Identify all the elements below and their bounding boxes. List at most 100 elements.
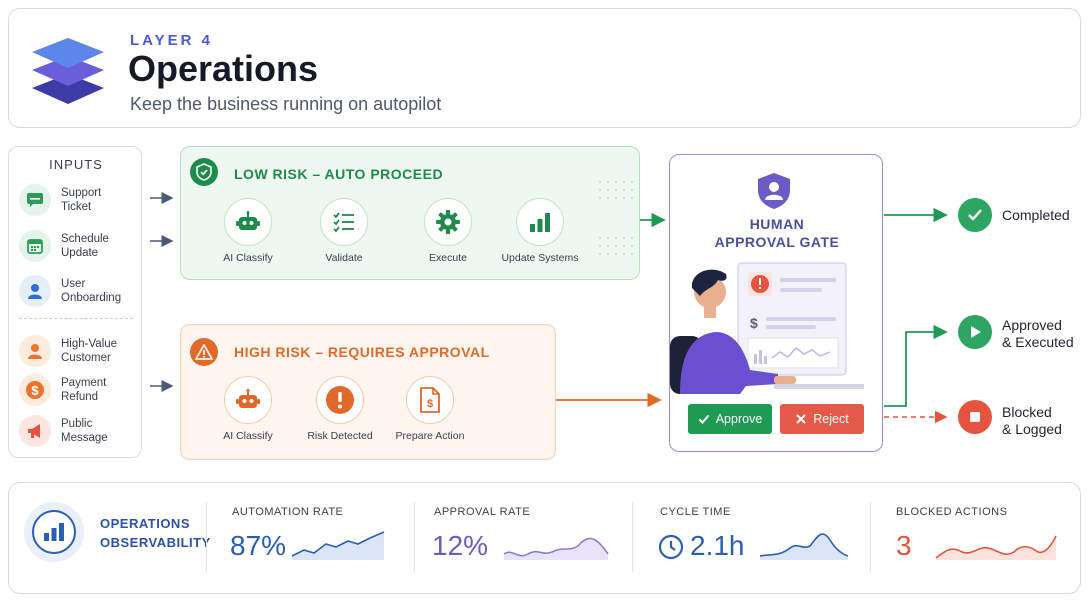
close-icon	[796, 414, 806, 424]
high-step-ai-classify[interactable]	[224, 376, 272, 424]
approve-button[interactable]: Approve	[688, 404, 772, 434]
high-risk-title: HIGH RISK – REQUIRES APPROVAL	[234, 344, 490, 360]
calendar-icon	[19, 230, 51, 262]
checklist-icon	[333, 212, 354, 233]
gate-title-line: APPROVAL GATE	[714, 234, 840, 250]
outcome-completed: Completed	[1002, 207, 1070, 223]
approve-label: Approve	[715, 412, 763, 426]
low-step-label: Validate	[325, 252, 363, 264]
input-label: Refund	[61, 391, 99, 403]
robot-icon	[236, 389, 260, 408]
metric-label: BLOCKED ACTIONS	[896, 506, 1008, 518]
obs-title-line: OPERATIONS	[100, 516, 190, 531]
high-step-label: Prepare Action	[395, 430, 465, 442]
input-label: Message	[61, 432, 108, 444]
outcome-line: & Executed	[1002, 334, 1074, 350]
metric-value: 2.1h	[690, 530, 745, 561]
low-step-execute[interactable]	[424, 198, 472, 246]
megaphone-icon	[19, 415, 51, 447]
observability-panel	[8, 482, 1081, 594]
high-step-label: AI Classify	[223, 430, 273, 442]
input-payment-refund[interactable]: $ Payment Refund	[19, 371, 143, 409]
sparkline-automation	[291, 531, 385, 560]
metric-label: CYCLE TIME	[660, 506, 731, 518]
divider	[206, 502, 207, 572]
dollar-icon: $	[19, 374, 51, 406]
metric-label: AUTOMATION RATE	[232, 506, 344, 518]
low-step-label: Execute	[429, 252, 467, 264]
low-step-ai-classify[interactable]	[224, 198, 272, 246]
input-label: Support	[61, 187, 102, 199]
outcome-approved: Approved & Executed	[1002, 317, 1074, 351]
input-label: Schedule	[61, 233, 109, 245]
reviewer-illustration: $	[670, 262, 864, 394]
divider	[632, 502, 633, 572]
outcome-blocked: Blocked & Logged	[1002, 404, 1062, 438]
input-high-value-customer[interactable]: High-Value Customer	[19, 332, 143, 370]
inputs-divider	[19, 318, 133, 319]
gate-title: HUMAN APPROVAL GATE	[670, 215, 884, 251]
inputs-title: INPUTS	[49, 157, 103, 172]
divider	[870, 502, 871, 572]
high-step-prepare-action[interactable]: $	[406, 376, 454, 424]
metric-value: 87%	[230, 530, 287, 561]
outcome-line: Blocked	[1002, 404, 1052, 420]
header-card	[8, 8, 1081, 128]
arrow-to-approved	[884, 324, 948, 407]
divider	[414, 502, 415, 572]
gear-icon	[436, 210, 460, 234]
dot-pattern	[598, 180, 634, 256]
input-label: Ticket	[61, 201, 92, 213]
sparkline-approval	[503, 537, 609, 560]
play-icon	[958, 315, 992, 349]
input-label: High-Value	[61, 338, 118, 350]
input-label: Payment	[61, 377, 107, 389]
low-step-update-systems[interactable]	[516, 198, 564, 246]
svg-text:$: $	[750, 315, 758, 331]
high-step-risk-detected[interactable]	[316, 376, 364, 424]
chat-icon	[19, 184, 51, 216]
low-step-label: Update Systems	[501, 252, 579, 264]
input-user-onboarding[interactable]: User Onboarding	[19, 272, 143, 310]
input-public-message[interactable]: Public Message	[19, 412, 143, 450]
obs-title-line: OBSERVABILITY	[100, 535, 211, 550]
svg-text:$: $	[427, 398, 433, 410]
document-dollar-icon: $	[420, 387, 440, 413]
clock-icon	[658, 534, 684, 560]
robot-icon	[236, 211, 260, 230]
shield-user-icon	[758, 173, 790, 209]
outcome-line: Approved	[1002, 317, 1062, 333]
page-subtitle: Keep the business running on autopilot	[130, 94, 442, 114]
layers-icon	[32, 38, 104, 104]
svg-text:$: $	[31, 383, 39, 398]
low-risk-title: LOW RISK – AUTO PROCEED	[234, 166, 444, 182]
check-circle-icon	[958, 198, 992, 232]
input-label: Public	[61, 418, 93, 430]
observability-title: OPERATIONS OBSERVABILITY	[100, 514, 211, 552]
metric-value: 12%	[432, 530, 489, 561]
metric-label: APPROVAL RATE	[434, 506, 531, 518]
low-step-validate[interactable]	[320, 198, 368, 246]
check-icon	[698, 414, 709, 424]
bar-chart-icon	[32, 510, 76, 554]
warning-icon	[190, 338, 218, 366]
reject-button[interactable]: Reject	[780, 404, 864, 434]
alert-icon	[326, 386, 354, 414]
input-label: Update	[61, 247, 99, 259]
shield-check-icon	[190, 158, 218, 186]
input-support-ticket[interactable]: Support Ticket	[19, 181, 143, 219]
sparkline-cycle-time	[759, 533, 849, 560]
gate-title-line: HUMAN	[749, 216, 805, 232]
input-label: User	[61, 278, 86, 290]
user-icon	[19, 275, 51, 307]
input-label: Onboarding	[61, 292, 122, 304]
high-step-label: Risk Detected	[307, 430, 373, 442]
input-schedule-update[interactable]: Schedule Update	[19, 227, 143, 265]
low-step-label: AI Classify	[223, 252, 273, 264]
page-title: Operations	[128, 48, 319, 89]
stop-icon	[958, 400, 992, 434]
user-icon	[19, 335, 51, 367]
metric-value: 3	[896, 530, 912, 561]
layer-eyebrow: LAYER 4	[130, 32, 213, 49]
outcome-line: & Logged	[1002, 421, 1062, 437]
